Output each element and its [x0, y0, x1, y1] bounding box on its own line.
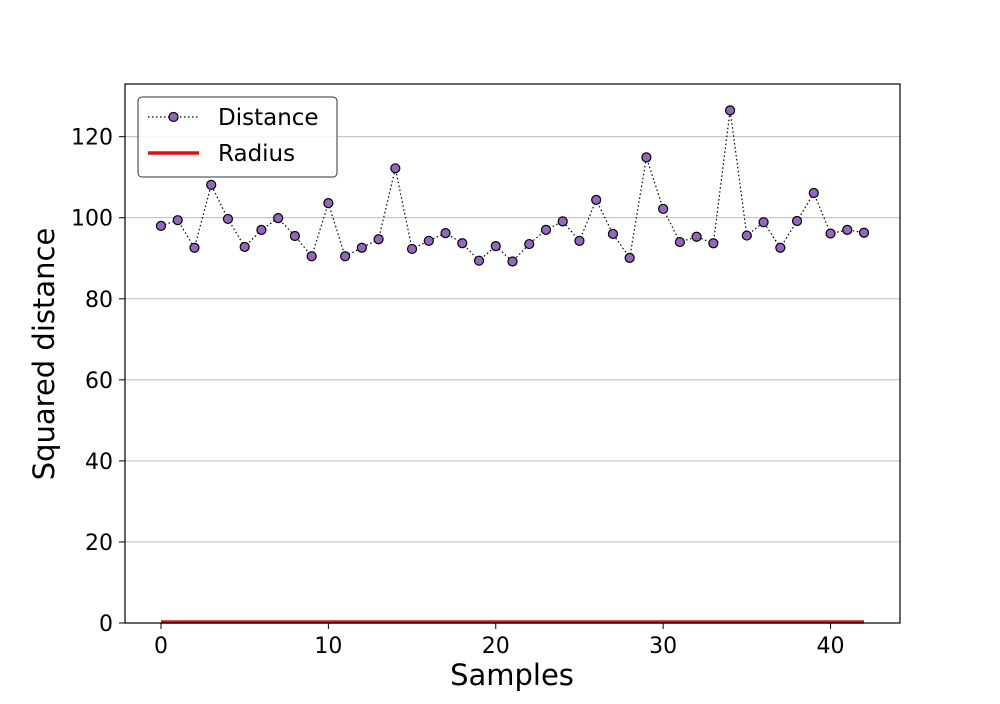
distance-point [758, 217, 769, 228]
distance-point [239, 241, 250, 253]
distance-point [440, 228, 451, 239]
distance-point [708, 238, 719, 249]
distance-point [222, 213, 234, 225]
plot-area-frame [124, 83, 901, 624]
distance-point [390, 163, 401, 174]
legend: Distance Radius [137, 96, 338, 178]
distance-point [356, 242, 367, 253]
y-tick-label: 40 [85, 450, 113, 475]
distance-point [457, 238, 468, 249]
distance-point [557, 216, 568, 227]
y-tick-label: 80 [85, 288, 113, 313]
y-axis-label: Squared distance [27, 228, 61, 481]
y-tick-label: 60 [85, 369, 113, 394]
distance-point [808, 187, 819, 199]
x-axis-label: Samples [450, 658, 574, 692]
distance-point [540, 224, 552, 235]
distance-point [791, 215, 803, 227]
distance-point [507, 256, 518, 267]
distance-point [373, 234, 384, 245]
distance-point [256, 224, 267, 235]
distance-point [775, 242, 786, 253]
x-tick-label: 0 [154, 634, 168, 659]
distance-point [289, 230, 300, 242]
distance-point [825, 228, 836, 239]
distance-point [490, 241, 501, 252]
distance-point [725, 105, 736, 116]
distance-point [624, 252, 635, 263]
y-tick-label: 0 [99, 612, 113, 637]
distance-point [691, 231, 702, 242]
distance-point [473, 255, 485, 266]
x-tick-label: 40 [817, 634, 845, 659]
legend-box [137, 96, 338, 178]
legend-radius-label: Radius [218, 141, 295, 167]
distance-point [591, 194, 602, 206]
distance-point [323, 198, 334, 209]
x-tick-label: 30 [649, 634, 677, 659]
distance-point [206, 179, 217, 191]
distance-point [406, 243, 418, 255]
y-tick-label: 100 [71, 207, 113, 232]
distance-point [858, 227, 870, 238]
distance-point [641, 152, 652, 163]
axis-ticks: 0 20 40 60 80 100 120 0 10 20 30 40 [71, 126, 845, 659]
distance-point [842, 224, 853, 235]
distance-point [155, 220, 167, 231]
x-tick-label: 20 [482, 634, 510, 659]
distance-point [741, 230, 752, 241]
distance-point [340, 251, 351, 262]
distance-point [674, 236, 685, 248]
y-tick-label: 20 [85, 531, 113, 556]
distance-point [189, 242, 200, 253]
distance-point [172, 215, 183, 226]
distance-point [273, 213, 284, 224]
y-tick-label: 120 [71, 126, 113, 151]
x-tick-label: 10 [314, 634, 342, 659]
distance-point [524, 238, 535, 250]
grid-lines [125, 136, 900, 543]
distance-point [423, 235, 434, 246]
distance-point [658, 203, 669, 214]
legend-distance-marker [168, 111, 179, 123]
distance-point [607, 228, 619, 240]
distance-point [574, 235, 585, 246]
legend-distance-label: Distance [218, 105, 319, 131]
distance-point [306, 251, 317, 262]
plot-series [155, 105, 870, 624]
